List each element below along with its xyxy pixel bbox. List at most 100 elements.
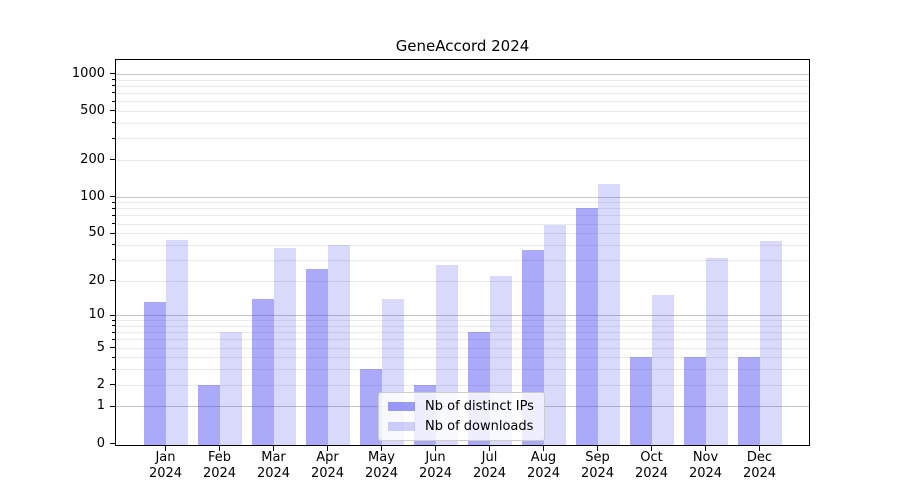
x-axis-tick [651,446,652,451]
x-tick-label: Aug 2024 [526,450,561,481]
x-axis-tick [165,446,166,451]
minor-gridline [116,332,809,334]
bar-downloads-oct-2024 [651,295,674,445]
minor-gridline [116,101,809,103]
x-axis-tick [705,446,706,451]
minor-gridline [116,159,809,161]
y-axis-minor-tick [112,319,115,321]
y-axis-minor-tick [112,356,115,358]
y-axis-minor-tick [112,325,115,327]
x-axis-tick [381,446,382,451]
minor-gridline [116,202,809,204]
y-tick-label: 100 [80,188,105,204]
minor-gridline [116,215,809,217]
legend-row-downloads: Nb of downloads [388,418,534,435]
x-axis-tick [759,446,760,451]
y-tick-label: 1000 [71,65,105,81]
bar-distinct-ips-may-2024 [359,369,382,445]
x-tick-label: Dec 2024 [742,450,777,481]
major-gridline [116,73,809,75]
y-tick-label: 50 [88,225,105,241]
legend-swatch-downloads [388,422,415,431]
y-tick-label: 2 [96,376,105,392]
chart-title: GeneAccord 2024 [395,37,530,55]
y-axis-minor-tick [112,122,115,124]
x-axis-tick [489,446,490,451]
minor-gridline [116,233,809,235]
y-axis-minor-tick [112,85,115,87]
x-axis-tick [327,446,328,451]
bar-distinct-ips-jan-2024 [143,302,166,445]
minor-gridline [116,280,809,282]
y-tick-label: 5 [96,339,105,355]
minor-gridline [116,259,809,261]
minor-gridline [116,79,809,81]
minor-gridline [116,384,809,386]
x-axis-tick [273,446,274,451]
y-axis-tick [110,110,115,112]
y-tick-label: 10 [88,307,105,323]
x-axis-tick [543,446,544,451]
y-axis-tick [110,196,115,198]
bar-downloads-feb-2024 [219,332,242,445]
x-tick-label: May 2024 [364,450,399,481]
y-tick-label: 500 [80,102,105,118]
minor-gridline [116,357,809,359]
y-axis-minor-tick [112,244,115,246]
x-tick-label: Nov 2024 [688,450,723,481]
legend-label-downloads: Nb of downloads [425,419,534,434]
y-axis-minor-tick [112,331,115,333]
y-axis-minor-tick [112,100,115,102]
x-tick-label: Feb 2024 [202,450,237,481]
y-tick-label: 0 [96,435,105,451]
x-tick-label: Oct 2024 [634,450,669,481]
y-tick-label: 20 [88,272,105,288]
y-axis-minor-tick [112,79,115,80]
y-axis-minor-tick [112,223,115,225]
major-gridline [116,315,809,317]
y-axis-tick [110,314,115,316]
y-axis-minor-tick [112,207,115,209]
x-tick-label: Apr 2024 [310,450,345,481]
y-axis-tick [110,347,115,349]
y-axis-minor-tick [112,368,115,370]
x-tick-label: Jul 2024 [472,450,507,481]
bar-distinct-ips-nov-2024 [683,357,706,445]
bar-distinct-ips-feb-2024 [197,384,220,445]
x-tick-label: Jun 2024 [418,450,453,481]
minor-gridline [116,244,809,246]
minor-gridline [116,325,809,327]
y-axis-tick [110,73,115,75]
legend: Nb of distinct IPs Nb of downloads [378,392,545,441]
x-tick-label: Sep 2024 [580,450,615,481]
bar-distinct-ips-oct-2024 [629,357,652,445]
x-axis-tick [219,446,220,451]
bar-downloads-aug-2024 [543,225,566,445]
minor-gridline [116,92,809,94]
minor-gridline [116,122,809,124]
minor-gridline [116,347,809,349]
bar-downloads-nov-2024 [705,258,728,445]
minor-gridline [116,208,809,210]
legend-row-distinct-ips: Nb of distinct IPs [388,398,534,415]
x-axis-tick [435,446,436,451]
bar-distinct-ips-sep-2024 [575,208,598,445]
y-axis-tick [110,280,115,282]
minor-gridline [116,85,809,87]
bar-downloads-sep-2024 [597,183,620,445]
bar-distinct-ips-mar-2024 [251,298,274,445]
bar-downloads-dec-2024 [759,241,782,445]
minor-gridline [116,138,809,140]
y-axis-tick [110,159,115,161]
bar-downloads-apr-2024 [327,244,350,445]
y-axis-tick [110,405,115,407]
legend-swatch-distinct-ips [388,402,415,411]
minor-gridline [116,110,809,112]
minor-gridline [116,339,809,341]
bar-distinct-ips-apr-2024 [305,269,328,445]
major-gridline [116,196,809,198]
y-axis-minor-tick [112,259,115,261]
y-axis-minor-tick [112,338,115,340]
x-tick-label: Mar 2024 [256,450,291,481]
